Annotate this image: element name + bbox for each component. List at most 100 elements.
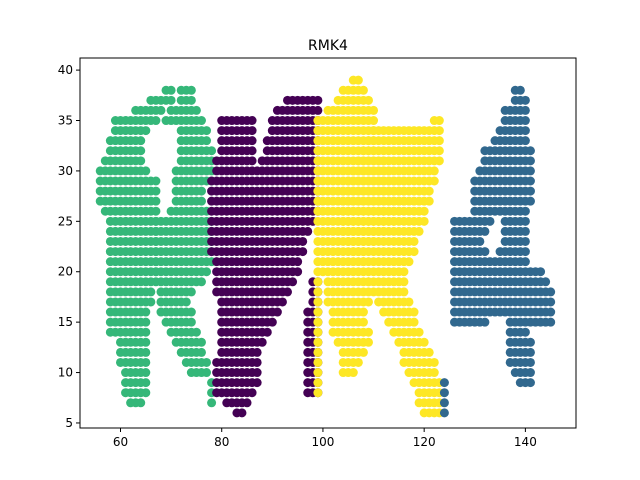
scatter-point (353, 357, 363, 367)
scatter-point (202, 136, 212, 146)
scatter-point (520, 327, 530, 337)
scatter-point (419, 337, 429, 347)
scatter-point (242, 398, 252, 408)
scatter-point (363, 337, 373, 347)
series-3 (439, 85, 556, 418)
scatter-point (424, 196, 434, 206)
scatter-point (141, 368, 151, 378)
scatter-point (399, 267, 409, 277)
x-tick-label: 100 (311, 435, 334, 449)
scatter-point (363, 327, 373, 337)
scatter-point (485, 216, 495, 226)
scatter-point (525, 166, 535, 176)
scatter-point (313, 105, 323, 115)
scatter-point (186, 307, 196, 317)
scatter-point (358, 347, 368, 357)
scatter-point (252, 368, 262, 378)
scatter-point (247, 126, 257, 136)
scatter-point (414, 327, 424, 337)
scatter-point (520, 226, 530, 236)
scatter-point (525, 196, 535, 206)
scatter-point (196, 277, 206, 287)
scatter-point (247, 136, 257, 146)
scatter-point (384, 166, 394, 176)
scatter-point (358, 85, 368, 95)
scatter-point (196, 347, 206, 357)
scatter-point (313, 357, 323, 367)
scatter-point (191, 327, 201, 337)
scatter-point (262, 327, 272, 337)
y-axis: 5 10 15 20 25 30 35 40 (58, 63, 80, 430)
scatter-point (313, 337, 323, 347)
scatter-point (541, 277, 551, 287)
scatter-point (429, 368, 439, 378)
scatter-point (546, 307, 556, 317)
scatter-point (141, 166, 151, 176)
scatter-point (358, 257, 368, 267)
scatter-point (136, 398, 146, 408)
scatter-point (399, 196, 409, 206)
scatter-point (207, 398, 217, 408)
scatter-point (409, 247, 419, 257)
scatter-point (520, 206, 530, 216)
scatter-point (439, 378, 449, 388)
scatter-point (196, 337, 206, 347)
scatter-point (434, 156, 444, 166)
scatter-point (252, 347, 262, 357)
scatter-point (434, 146, 444, 156)
series-0 (95, 85, 217, 408)
scatter-point (313, 277, 323, 287)
y-tick-label: 20 (58, 265, 73, 279)
scatter-point (394, 206, 404, 216)
scatter-point (409, 236, 419, 246)
scatter-point (313, 95, 323, 105)
scatter-point (293, 257, 303, 267)
scatter-point (520, 136, 530, 146)
scatter-point (525, 186, 535, 196)
series-2 (313, 75, 444, 418)
scatter-point (546, 317, 556, 327)
scatter-point (419, 216, 429, 226)
scatter-point (313, 287, 323, 297)
scatter-point (358, 307, 368, 317)
scatter-point (369, 136, 379, 146)
scatter-point (369, 105, 379, 115)
scatter-point (409, 317, 419, 327)
scatter-point (475, 236, 485, 246)
scatter-point (439, 398, 449, 408)
scatter-point (146, 297, 156, 307)
series-1 (207, 95, 323, 418)
scatter-point (525, 146, 535, 156)
scatter-point (313, 307, 323, 317)
scatter-point (181, 297, 191, 307)
scatter-point (313, 327, 323, 337)
scatter-point (288, 277, 298, 287)
scatter-point (303, 226, 313, 236)
scatter-point (363, 297, 373, 307)
scatter-point (525, 347, 535, 357)
scatter-point (419, 206, 429, 216)
scatter-point (196, 116, 206, 126)
scatter-point (358, 317, 368, 327)
scatter-point (313, 378, 323, 388)
scatter-point (186, 317, 196, 327)
y-tick-label: 35 (58, 114, 73, 128)
scatter-point (298, 236, 308, 246)
scatter-point (525, 368, 535, 378)
scatter-point (141, 347, 151, 357)
scatter-point (358, 247, 368, 257)
scatter-point (525, 337, 535, 347)
scatter-point (434, 136, 444, 146)
scatter-point (136, 146, 146, 156)
scatter-point (151, 206, 161, 216)
scatter-point (141, 378, 151, 388)
plot-points (95, 75, 556, 418)
plot-frame (79, 57, 577, 429)
scatter-point (424, 347, 434, 357)
scatter-point (141, 317, 151, 327)
scatter-point (434, 126, 444, 136)
scatter-point (369, 146, 379, 156)
scatter-point (237, 408, 247, 418)
scatter-point (186, 85, 196, 95)
scatter-point (379, 156, 389, 166)
